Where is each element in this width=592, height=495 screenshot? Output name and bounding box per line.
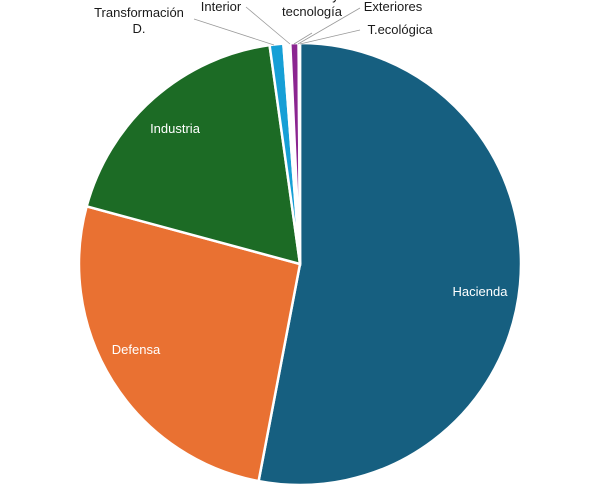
leader-line-interior (245, 6, 291, 45)
pie-slices (77, 41, 523, 487)
pie-slice-t-ecologica (297, 41, 302, 265)
pie-slice-industria (85, 43, 302, 266)
slice-label-hacienda: Hacienda (453, 284, 509, 299)
leader-lines (193, 6, 361, 46)
slice-label-interior: Interior (201, 0, 242, 14)
leader-line-ciencia-y-tecnologia (293, 32, 313, 45)
leader-line-exteriores (297, 7, 361, 45)
slice-label-defensa: Defensa (112, 342, 161, 357)
slice-label-exteriores: Exteriores (364, 0, 423, 14)
leader-line-t-ecologica (299, 29, 361, 45)
slice-label-transformacion-d: Transformación D. (94, 5, 184, 36)
leader-line-transformacion-d (193, 18, 275, 46)
pie-slice-hacienda (257, 41, 523, 487)
pie-slice-defensa (77, 204, 302, 483)
slice-label-t-ecologica: T.ecológica (367, 22, 433, 37)
slice-label-industria: Industria (150, 121, 201, 136)
slice-label-ciencia-y-tecnologia: Ciencia ytecnología (282, 0, 343, 19)
slice-labels: Hacienda Defensa Industria Transformación D.… (94, 0, 508, 357)
